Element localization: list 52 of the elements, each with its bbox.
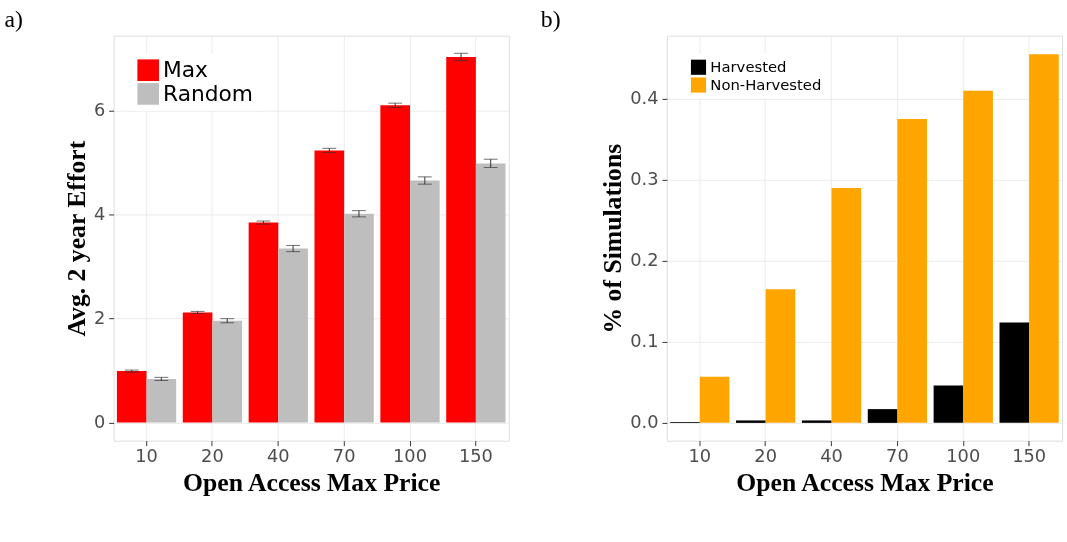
y-axis-title: % of Simulations bbox=[598, 143, 628, 334]
y-tick-label: 6 bbox=[93, 99, 106, 121]
x-tick-label: 150 bbox=[1012, 444, 1047, 466]
bar bbox=[897, 119, 928, 423]
legend-label: Non-Harvested bbox=[710, 75, 822, 93]
x-tick-label: 100 bbox=[946, 444, 981, 466]
bar bbox=[314, 150, 345, 423]
y-axis-title: Avg. 2 year Effort bbox=[62, 140, 92, 337]
chart-title: b) bbox=[540, 5, 561, 32]
y-tick-label: 0.4 bbox=[630, 87, 659, 109]
bar bbox=[765, 289, 796, 423]
bar bbox=[699, 376, 730, 423]
bar bbox=[933, 385, 964, 423]
bar bbox=[344, 213, 374, 423]
x-tick-label: 70 bbox=[332, 444, 356, 466]
bar bbox=[116, 371, 147, 423]
bar bbox=[801, 420, 832, 423]
y-tick-label: 0.0 bbox=[630, 411, 659, 433]
x-tick-label: 10 bbox=[135, 444, 158, 466]
y-tick-label: 2 bbox=[93, 307, 106, 329]
x-axis-title: Open Access Max Price bbox=[736, 467, 994, 497]
x-tick-label: 10 bbox=[688, 444, 712, 466]
x-tick-label: 70 bbox=[886, 444, 909, 466]
x-axis-title: Open Access Max Price bbox=[183, 467, 441, 497]
y-tick-label: 0.1 bbox=[630, 330, 659, 352]
y-tick-label: 4 bbox=[93, 203, 106, 225]
x-tick-label: 40 bbox=[820, 444, 843, 466]
bar bbox=[963, 90, 993, 423]
legend-label: Max bbox=[163, 57, 209, 83]
legend-label: Random bbox=[163, 80, 253, 106]
bar bbox=[867, 409, 898, 423]
legend-label: Harvested bbox=[710, 58, 787, 76]
bar bbox=[146, 378, 177, 423]
x-tick-label: 20 bbox=[754, 444, 777, 466]
bar bbox=[278, 248, 308, 423]
bar bbox=[446, 56, 476, 423]
bar bbox=[999, 322, 1030, 423]
bar bbox=[212, 320, 243, 423]
bar bbox=[475, 163, 506, 423]
bar bbox=[1029, 54, 1059, 423]
bar bbox=[182, 312, 213, 423]
x-tick-label: 40 bbox=[266, 444, 290, 466]
y-tick-label: 0.3 bbox=[630, 168, 659, 190]
y-tick-label: 0.2 bbox=[630, 249, 659, 271]
x-tick-label: 20 bbox=[201, 444, 224, 466]
x-tick-label: 100 bbox=[393, 444, 427, 466]
bar bbox=[831, 187, 862, 423]
y-tick-label: 0 bbox=[93, 410, 106, 432]
x-tick-label: 150 bbox=[458, 444, 493, 466]
bar bbox=[736, 420, 766, 423]
chart-title: a) bbox=[4, 5, 23, 32]
bar bbox=[248, 222, 279, 423]
